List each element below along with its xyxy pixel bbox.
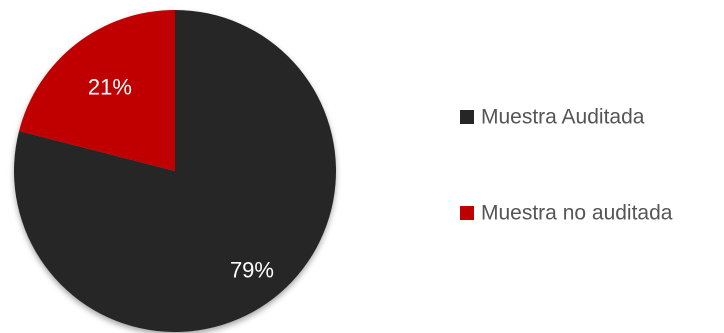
- legend-swatch-0: [460, 110, 474, 124]
- legend: Muestra Auditada Muestra no auditada: [460, 106, 673, 225]
- pie-slice-label-1: 21%: [88, 75, 132, 100]
- pie-slice-labels: 79% 21%: [88, 75, 274, 283]
- legend-swatch-1: [460, 206, 474, 220]
- pie-slice-label-0: 79%: [230, 258, 274, 283]
- legend-label-1: Muestra no auditada: [481, 202, 673, 225]
- legend-label-0: Muestra Auditada: [481, 106, 645, 129]
- pie-slices: [14, 10, 337, 332]
- pie-slice-1: [19, 10, 176, 171]
